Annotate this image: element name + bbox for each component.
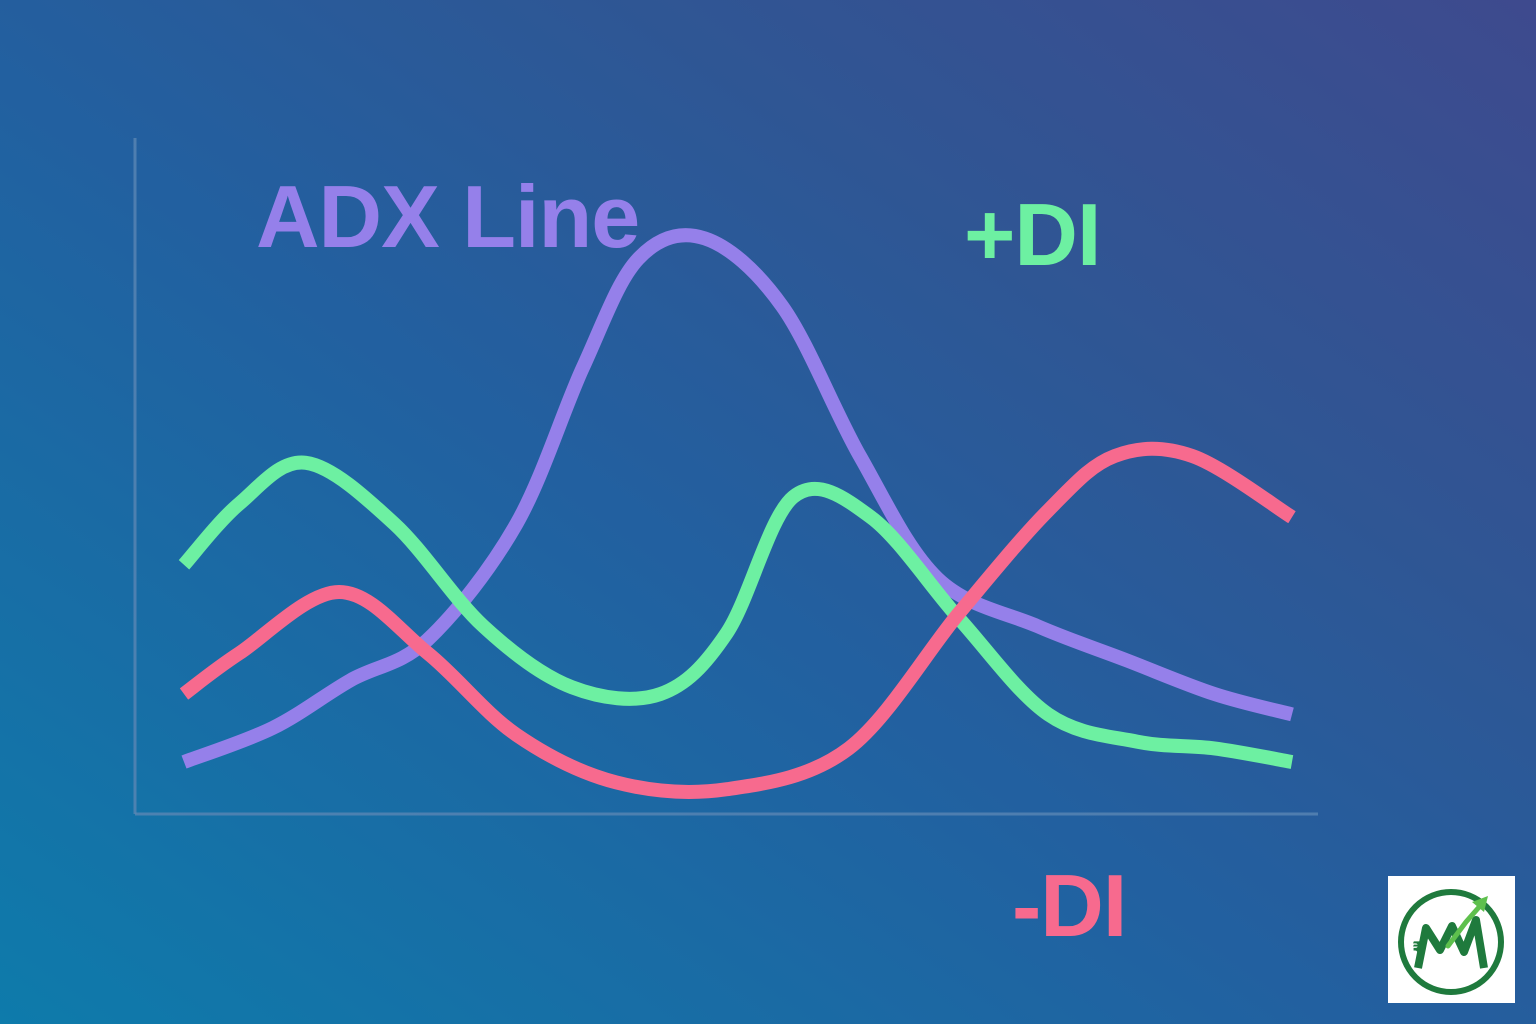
logo: ₹ xyxy=(1388,876,1515,1003)
series-layer xyxy=(178,228,1296,799)
plus-di-label: +DI xyxy=(964,185,1101,284)
adx-line xyxy=(181,228,1294,769)
plus-di-line xyxy=(178,455,1294,769)
adx-line-label: ADX Line xyxy=(256,167,640,266)
svg-text:₹: ₹ xyxy=(1412,937,1426,961)
rupee-growth-arrow-logo-icon: ₹ xyxy=(1398,889,1504,995)
minus-di-line xyxy=(179,441,1296,799)
minus-di-label: -DI xyxy=(1012,856,1127,955)
